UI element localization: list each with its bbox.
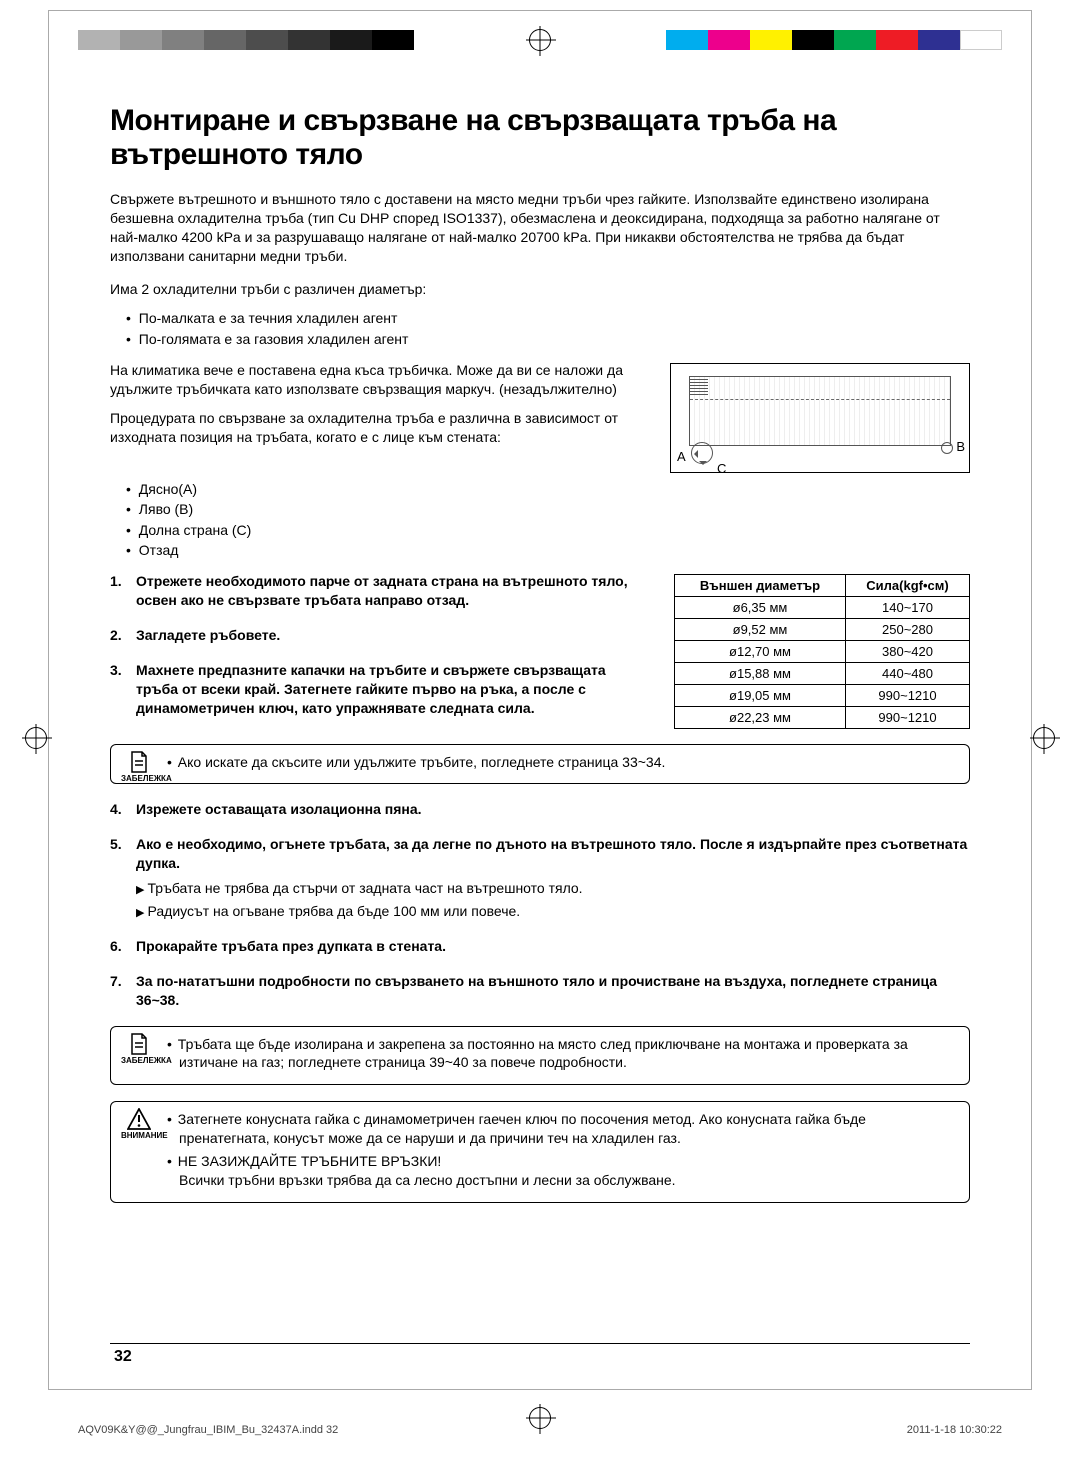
color-bar-right [666, 30, 1002, 50]
footer: AQV09K&Y@@_Jungfrau_IBIM_Bu_32437A.indd … [78, 1424, 1002, 1436]
color-swatch [918, 30, 960, 50]
step-5: Ако е необходимо, огънете тръбата, за да… [110, 835, 970, 921]
paragraph-2: На климатика вече е поставена една къса … [110, 361, 650, 399]
color-swatch [120, 30, 162, 50]
step-4: Изрежете оставащата изолационна пяна. [110, 800, 970, 819]
table-header: Сила(kgf•см) [846, 575, 970, 597]
list-item: Отзад [140, 540, 970, 560]
note-box-1: ЗАБЕЛЕЖКА Ако искате да скъсите или удъл… [110, 744, 970, 785]
note-text: Тръбата ще бъде изолирана и закрепена за… [167, 1035, 959, 1073]
page: Монтиране и свързване на свързващата тръ… [0, 0, 1080, 1476]
step-3: Махнете предпазните капачки на тръбите и… [110, 661, 644, 718]
table-cell: ø22,23 мм [675, 707, 846, 729]
color-swatch [834, 30, 876, 50]
table-cell: 990~1210 [846, 685, 970, 707]
paragraph-1: Има 2 охладителни тръби с различен диаме… [110, 280, 970, 299]
torque-table: Външен диаметър Сила(kgf•см) ø6,35 мм140… [674, 574, 970, 729]
diagram-label-b: B [956, 439, 965, 454]
color-swatch [330, 30, 372, 50]
table-row: ø15,88 мм440~480 [675, 663, 970, 685]
list-item: Дясно(A) [140, 479, 970, 499]
table-row: ø6,35 мм140~170 [675, 597, 970, 619]
list-item: По-малката е за течния хладилен агент [140, 308, 970, 328]
color-bar-left [78, 30, 414, 50]
caution-text: Затегнете конусната гайка с динамометрич… [167, 1110, 959, 1148]
table-cell: 380~420 [846, 641, 970, 663]
list-item: Ляво (B) [140, 499, 970, 519]
content-area: Монтиране и свързване на свързващата тръ… [110, 104, 970, 1219]
step-5-sub: Радиусът на огъване трябва да бъде 100 м… [136, 902, 970, 921]
color-swatch [666, 30, 708, 50]
color-swatch [78, 30, 120, 50]
table-header: Външен диаметър [675, 575, 846, 597]
caution-text: НЕ ЗАЗИЖДАЙТЕ ТРЪБНИТЕ ВРЪЗКИ! Всички тр… [167, 1152, 959, 1190]
color-swatch [876, 30, 918, 50]
table-cell: 140~170 [846, 597, 970, 619]
list-2: Дясно(A) Ляво (B) Долна страна (C) Отзад [110, 479, 970, 560]
step-5-sub: Тръбата не трябва да стърчи от задната ч… [136, 879, 970, 898]
note-box-2: ЗАБЕЛЕЖКА Тръбата ще бъде изолирана и за… [110, 1026, 970, 1086]
list-item: Долна страна (C) [140, 520, 970, 540]
intro-paragraph: Свържете вътрешното и външното тяло с до… [110, 190, 970, 266]
table-cell: 440~480 [846, 663, 970, 685]
page-number: 32 [114, 1348, 132, 1366]
step-2: Загладете ръбовете. [110, 626, 644, 645]
table-cell: ø12,70 мм [675, 641, 846, 663]
note-text: Ако искате да скъсите или удължите тръби… [167, 753, 959, 772]
list-item: По-голямата е за газовия хладилен агент [140, 329, 970, 349]
color-swatch [792, 30, 834, 50]
steps-list-b: Изрежете оставащата изолационна пяна. Ак… [110, 800, 970, 1009]
color-swatch [372, 30, 414, 50]
registration-mark-top [529, 29, 551, 51]
steps-list-a: Отрежете необходимото парче от задната с… [110, 572, 644, 717]
table-cell: ø15,88 мм [675, 663, 846, 685]
color-swatch [750, 30, 792, 50]
color-swatch [162, 30, 204, 50]
registration-mark-right [1033, 727, 1055, 749]
diagram-label-c: C [717, 461, 726, 476]
table-cell: ø9,52 мм [675, 619, 846, 641]
registration-mark-left [25, 727, 47, 749]
color-swatch [246, 30, 288, 50]
table-cell: ø19,05 мм [675, 685, 846, 707]
table-row: ø22,23 мм990~1210 [675, 707, 970, 729]
paragraph-3: Процедурата по свързване за охладителна … [110, 409, 650, 447]
note-icon: ЗАБЕЛЕЖКА [121, 1033, 157, 1067]
page-rule [110, 1343, 970, 1344]
step-6: Прокарайте тръбата през дупката в стенат… [110, 937, 970, 956]
step-1: Отрежете необходимото парче от задната с… [110, 572, 644, 610]
table-row: ø12,70 мм380~420 [675, 641, 970, 663]
table-cell: ø6,35 мм [675, 597, 846, 619]
table-cell: 250~280 [846, 619, 970, 641]
color-swatch [960, 30, 1002, 50]
color-swatch [204, 30, 246, 50]
step-7: За по-нататъшни подробности по свързване… [110, 972, 970, 1010]
note-icon: ЗАБЕЛЕЖКА [121, 751, 157, 785]
color-swatch [708, 30, 750, 50]
row-with-diagram: На климатика вече е поставена една къса … [110, 361, 970, 473]
row-steps-table: Отрежете необходимото парче от задната с… [110, 572, 970, 733]
list-1: По-малката е за течния хладилен агент По… [110, 308, 970, 349]
table-cell: 990~1210 [846, 707, 970, 729]
unit-diagram: A B C [670, 363, 970, 473]
caution-icon: ВНИМАНИЕ [121, 1108, 157, 1142]
diagram-label-a: A [677, 449, 686, 464]
color-swatch [288, 30, 330, 50]
page-title: Монтиране и свързване на свързващата тръ… [110, 104, 970, 172]
table-row: ø9,52 мм250~280 [675, 619, 970, 641]
caution-box: ВНИМАНИЕ Затегнете конусната гайка с дин… [110, 1101, 970, 1203]
table-row: ø19,05 мм990~1210 [675, 685, 970, 707]
footer-timestamp: 2011-1-18 10:30:22 [907, 1424, 1002, 1436]
footer-filename: AQV09K&Y@@_Jungfrau_IBIM_Bu_32437A.indd … [78, 1424, 338, 1436]
